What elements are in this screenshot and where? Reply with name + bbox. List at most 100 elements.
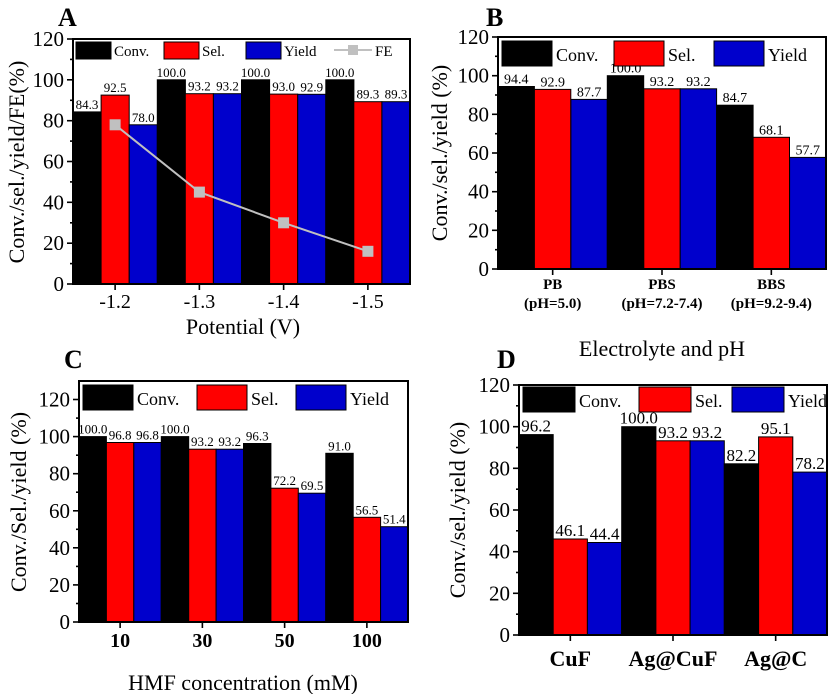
y-tick-label: 20	[49, 573, 70, 597]
value-label-conv-3: 96.3	[246, 429, 269, 444]
value-label-sel-1: 96.8	[109, 428, 132, 443]
bar-conv-1	[78, 436, 107, 623]
legend-yield-label: Yield	[284, 44, 317, 60]
x-tick-label: -1.5	[352, 291, 384, 313]
legend-conv-label: Conv.	[114, 44, 149, 60]
x-tick-label: -1.4	[268, 291, 300, 313]
panel-b-legend: Conv. Sel. Yield	[501, 40, 807, 67]
bar-conv-2	[160, 436, 190, 623]
value-label-yield-1: 78.0	[132, 110, 155, 125]
x-tick-label: PBS	[648, 277, 676, 293]
bar-yield-2	[212, 93, 242, 285]
legend-sel-label: Sel.	[251, 389, 279, 409]
panel-d-letter: D	[497, 345, 516, 374]
bar-conv-4	[325, 452, 354, 623]
x-tick-label: 50	[275, 630, 295, 652]
x-tick-label: -1.2	[99, 291, 131, 313]
panel-b-bars	[497, 75, 827, 270]
x-tick-label: 30	[192, 630, 212, 652]
x-tick-label: -1.3	[184, 291, 216, 313]
bar-yield-1	[586, 542, 623, 636]
legend-yield-swatch	[731, 386, 785, 413]
panel-c-legend: Conv. Sel. Yield	[82, 384, 389, 411]
value-label-conv-2: 100.0	[160, 422, 189, 437]
y-tick-label: 80	[468, 102, 489, 126]
value-label-conv-1: 84.3	[76, 97, 99, 112]
value-label-yield-1: 44.4	[590, 525, 620, 544]
bar-conv-2	[606, 75, 645, 270]
value-label-yield-4: 89.3	[385, 87, 408, 102]
panel-b-letter: B	[486, 3, 503, 32]
value-label-sel-4: 89.3	[357, 87, 380, 102]
value-label-conv-1: 96.2	[521, 417, 551, 436]
bar-conv-3	[723, 463, 759, 636]
fe-point-2	[193, 186, 205, 198]
x-tick-label: Ag@CuF	[629, 646, 718, 671]
value-label-yield-2: 93.2	[692, 423, 722, 442]
panel-a-x-ticks: -1.2 -1.3 -1.4 -1.5	[99, 284, 384, 313]
value-label-yield-3: 78.2	[795, 454, 825, 473]
bar-yield-1	[128, 124, 158, 285]
y-tick-label: 20	[468, 218, 489, 242]
fe-point-3	[278, 217, 290, 229]
panel-b-x-ticks: PB (pH=5.0) PBS (pH=7.2-7.4) BBS (pH=9.2-9.4)	[524, 269, 812, 312]
x-tick-sublabel: (pH=5.0)	[524, 296, 581, 312]
bar-yield-4	[381, 101, 411, 285]
y-tick-label: 120	[458, 25, 490, 49]
legend-conv-swatch	[75, 41, 112, 60]
x-tick-label: Ag@C	[744, 646, 807, 671]
panel-a-letter: A	[58, 3, 77, 32]
panel-c-bars	[78, 436, 409, 623]
bar-yield-3	[789, 156, 827, 270]
panel-a-legend: Conv. Sel. Yield FE	[75, 41, 393, 60]
value-label-sel-2: 93.2	[188, 79, 211, 94]
panel-d-bars	[518, 426, 828, 636]
value-label-yield-1: 96.8	[136, 428, 159, 443]
value-label-yield-3: 57.7	[796, 143, 821, 158]
panel-c: C 100.0 96.8 96.8 100.093.2 93.2 96.372.2 69.5…	[6, 345, 409, 694]
panel-c-plot-frame	[78, 380, 409, 623]
bar-conv-1	[497, 86, 535, 270]
panel-b-y-axis-label: Conv./sel./yield (%)	[427, 65, 452, 241]
value-label-sel-3: 95.1	[761, 419, 791, 438]
bar-sel-1	[533, 88, 572, 270]
y-tick-label: 100	[33, 68, 65, 92]
bar-sel-2	[188, 448, 217, 623]
panel-a-y-axis-label: Conv./sel./yield/FE(%)	[4, 61, 29, 264]
legend-yield-label: Yield	[350, 389, 389, 409]
bar-yield-3	[297, 492, 327, 623]
legend-conv-label: Conv.	[137, 389, 179, 409]
x-tick-label: BBS	[757, 277, 785, 293]
value-label-yield-2: 93.2	[218, 434, 241, 449]
panel-a-bars	[72, 79, 411, 285]
value-label-sel-3: 68.1	[759, 123, 784, 138]
legend-yield-label: Yield	[768, 45, 807, 65]
bar-sel-2	[643, 88, 681, 270]
bar-sel-1	[552, 538, 588, 636]
x-tick-label: 10	[110, 630, 130, 652]
value-label-conv-3: 84.7	[723, 91, 748, 106]
legend-sel-label: Sel.	[695, 391, 723, 411]
panel-d-x-ticks: CuF Ag@CuF Ag@C	[550, 635, 807, 671]
y-tick-label: 60	[468, 141, 489, 165]
value-label-yield-2: 93.2	[686, 75, 711, 90]
value-label-yield-3: 69.5	[301, 478, 324, 493]
bar-sel-4	[352, 516, 382, 623]
y-tick-label: 120	[479, 373, 511, 397]
value-label-yield-1: 87.7	[577, 85, 602, 100]
bar-yield-1	[133, 442, 162, 623]
value-label-conv-1: 100.0	[78, 422, 107, 437]
value-label-sel-3: 72.2	[273, 473, 296, 488]
legend-conv-swatch	[501, 40, 553, 67]
x-tick-label: PB	[543, 277, 562, 293]
value-label-yield-3: 92.9	[300, 79, 323, 94]
y-tick-label: 0	[479, 257, 490, 281]
panel-a-x-axis-label: Potential (V)	[186, 314, 300, 339]
bar-conv-2	[156, 79, 186, 285]
y-tick-label: 80	[489, 456, 510, 480]
panel-a-fe-line	[109, 119, 374, 257]
x-tick-sublabel: (pH=7.2-7.4)	[621, 296, 702, 312]
